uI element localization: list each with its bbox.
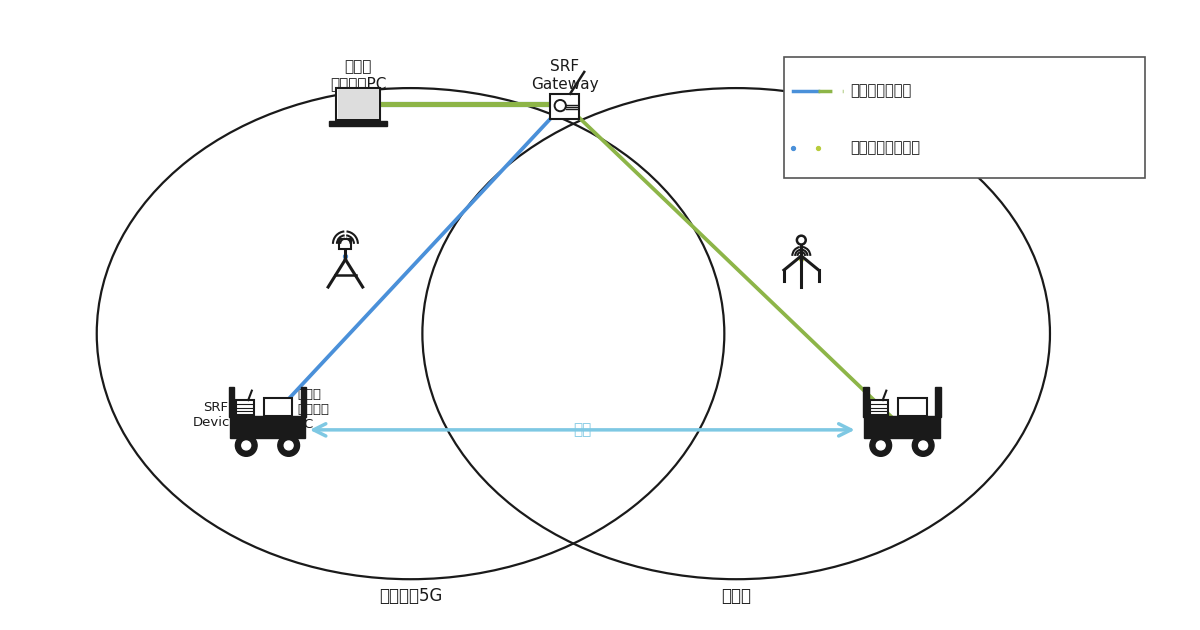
Circle shape bbox=[797, 236, 805, 244]
Text: データ送信経路: データ送信経路 bbox=[851, 83, 912, 98]
FancyBboxPatch shape bbox=[898, 398, 926, 416]
Circle shape bbox=[241, 441, 251, 450]
Text: SRF
Gateway: SRF Gateway bbox=[530, 59, 599, 91]
Text: バックアップ経路: バックアップ経路 bbox=[851, 140, 920, 156]
Circle shape bbox=[912, 435, 934, 456]
Text: ローカル5G: ローカル5G bbox=[379, 587, 443, 605]
Circle shape bbox=[284, 441, 293, 450]
FancyBboxPatch shape bbox=[235, 400, 253, 415]
FancyBboxPatch shape bbox=[301, 387, 306, 417]
FancyBboxPatch shape bbox=[264, 398, 292, 416]
Circle shape bbox=[235, 435, 257, 456]
Text: データ
送受信用
PC: データ 送受信用 PC bbox=[298, 387, 329, 431]
FancyBboxPatch shape bbox=[784, 57, 1145, 178]
FancyBboxPatch shape bbox=[229, 416, 305, 438]
FancyBboxPatch shape bbox=[336, 88, 380, 120]
Text: データ
送受信用PC: データ 送受信用PC bbox=[330, 59, 386, 91]
Circle shape bbox=[876, 441, 886, 450]
Text: 公衆網: 公衆網 bbox=[721, 587, 751, 605]
FancyBboxPatch shape bbox=[870, 400, 888, 415]
Text: SRF
Device: SRF Device bbox=[192, 401, 238, 429]
FancyBboxPatch shape bbox=[863, 387, 869, 417]
FancyBboxPatch shape bbox=[936, 387, 941, 417]
FancyBboxPatch shape bbox=[864, 416, 940, 438]
Circle shape bbox=[278, 435, 300, 456]
FancyBboxPatch shape bbox=[329, 121, 388, 127]
Circle shape bbox=[870, 435, 892, 456]
Text: 移動: 移動 bbox=[574, 422, 592, 437]
FancyBboxPatch shape bbox=[340, 239, 352, 249]
FancyBboxPatch shape bbox=[551, 94, 578, 120]
Circle shape bbox=[919, 441, 928, 450]
FancyBboxPatch shape bbox=[337, 89, 379, 119]
FancyBboxPatch shape bbox=[228, 387, 234, 417]
